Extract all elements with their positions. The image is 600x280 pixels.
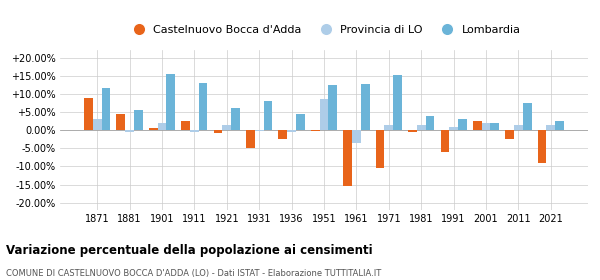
Bar bbox=[440, 130, 449, 152]
Bar bbox=[417, 125, 425, 130]
Text: Variazione percentuale della popolazione ai censimenti: Variazione percentuale della popolazione… bbox=[6, 244, 373, 256]
Bar bbox=[134, 110, 143, 130]
Bar bbox=[547, 125, 555, 130]
Bar bbox=[116, 114, 125, 130]
Bar bbox=[376, 130, 385, 168]
Bar bbox=[166, 74, 175, 130]
Bar bbox=[352, 130, 361, 143]
Bar bbox=[278, 130, 287, 139]
Bar bbox=[125, 130, 134, 132]
Bar bbox=[361, 84, 370, 130]
Bar bbox=[246, 130, 255, 148]
Bar bbox=[482, 123, 490, 130]
Bar bbox=[263, 101, 272, 130]
Bar bbox=[190, 130, 199, 132]
Bar bbox=[538, 130, 547, 163]
Bar bbox=[490, 123, 499, 130]
Bar bbox=[449, 127, 458, 130]
Bar bbox=[287, 130, 296, 132]
Bar bbox=[214, 130, 223, 133]
Bar bbox=[84, 97, 93, 130]
Text: COMUNE DI CASTELNUOVO BOCCA D'ADDA (LO) - Dati ISTAT - Elaborazione TUTTITALIA.I: COMUNE DI CASTELNUOVO BOCCA D'ADDA (LO) … bbox=[6, 269, 381, 278]
Bar bbox=[328, 85, 337, 130]
Bar bbox=[514, 125, 523, 130]
Bar bbox=[505, 130, 514, 139]
Bar bbox=[458, 119, 467, 130]
Bar bbox=[385, 125, 393, 130]
Bar bbox=[296, 114, 305, 130]
Bar bbox=[255, 130, 263, 131]
Bar bbox=[149, 129, 158, 130]
Bar bbox=[473, 121, 482, 130]
Bar bbox=[158, 123, 166, 130]
Bar bbox=[425, 116, 434, 130]
Bar bbox=[408, 130, 417, 132]
Bar bbox=[393, 75, 402, 130]
Legend: Castelnuovo Bocca d'Adda, Provincia di LO, Lombardia: Castelnuovo Bocca d'Adda, Provincia di L… bbox=[123, 21, 525, 40]
Bar bbox=[523, 103, 532, 130]
Bar bbox=[181, 121, 190, 130]
Bar bbox=[311, 130, 320, 131]
Bar bbox=[199, 83, 208, 130]
Bar bbox=[223, 125, 231, 130]
Bar bbox=[343, 130, 352, 186]
Bar bbox=[555, 121, 564, 130]
Bar bbox=[101, 88, 110, 130]
Bar bbox=[93, 119, 101, 130]
Bar bbox=[320, 99, 328, 130]
Bar bbox=[231, 108, 240, 130]
